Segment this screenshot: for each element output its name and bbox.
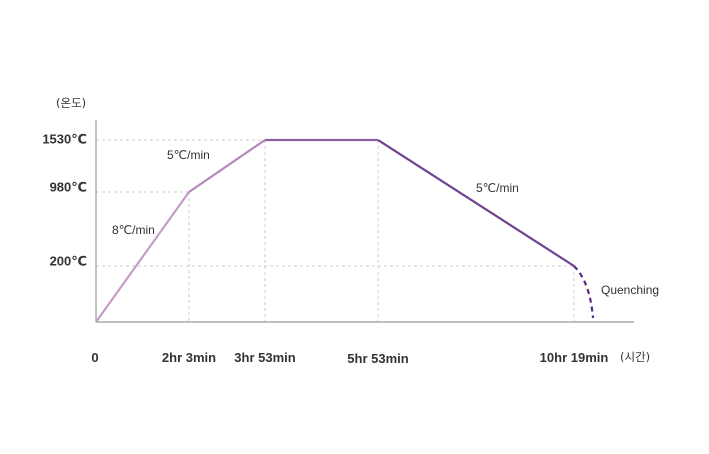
quenching-label: Quenching: [601, 283, 659, 297]
x-axis-unit: (시간): [620, 350, 650, 364]
y-tick-980: 980℃: [50, 179, 87, 194]
segment-quenching: [573, 265, 595, 319]
rate-label-heating-1: 8℃/min: [112, 223, 155, 237]
y-tick-200: 200℃: [50, 253, 87, 268]
x-tick-0: 0: [91, 350, 98, 365]
y-tick-1530: 1530℃: [42, 131, 87, 146]
y-axis-unit: (온도): [56, 96, 86, 110]
segment-heating-2: [188, 139, 266, 193]
segment-heating-1: [95, 191, 190, 323]
x-tick-10hr19min: 10hr 19min: [540, 350, 609, 365]
rate-label-cooling: 5℃/min: [476, 181, 519, 195]
x-tick-3hr53min: 3hr 53min: [234, 350, 295, 365]
rate-label-heating-2: 5℃/min: [167, 148, 210, 162]
segment-cooling: [377, 139, 575, 267]
x-tick-2hr3min: 2hr 3min: [162, 350, 216, 365]
x-tick-5hr53min: 5hr 53min: [347, 351, 408, 366]
